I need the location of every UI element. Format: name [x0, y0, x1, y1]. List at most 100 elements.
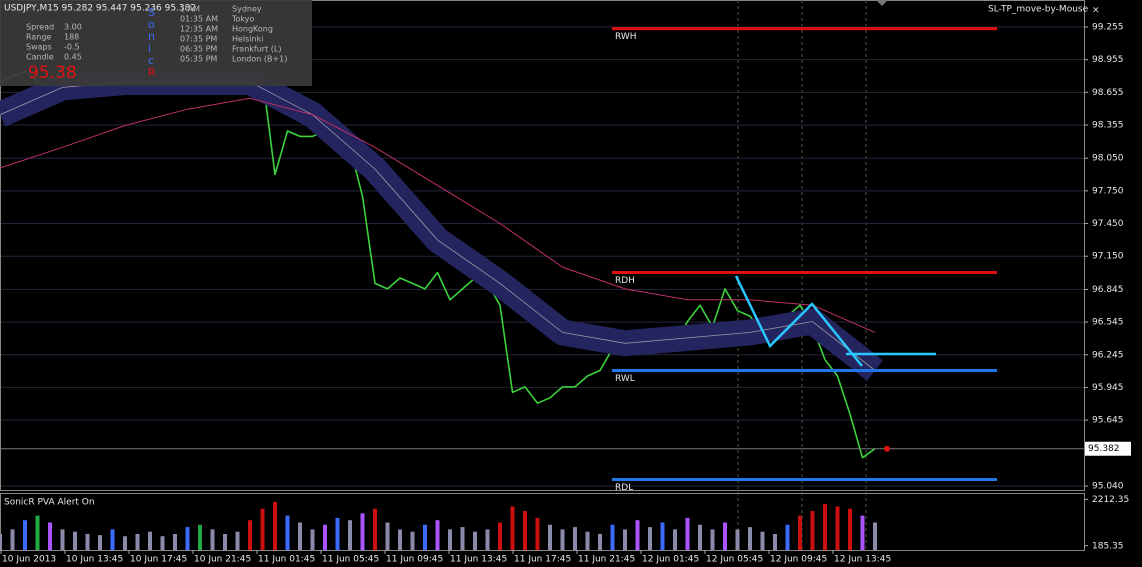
volume-bar — [548, 524, 552, 550]
volume-bar — [573, 527, 577, 550]
y-tick-label: 98.955 — [1092, 55, 1124, 65]
info-panel — [0, 0, 312, 86]
y-tick-label: 97.150 — [1092, 252, 1124, 262]
volume-bar — [523, 511, 527, 550]
volume-bar — [35, 515, 40, 550]
volume-bar — [823, 504, 827, 550]
volume-bar — [348, 520, 352, 550]
volume-bar — [385, 522, 390, 550]
x-tick-label: 11 Jun 17:45 — [514, 555, 571, 565]
session-time: 01:35 AM — [180, 15, 218, 24]
volume-bar — [785, 524, 790, 550]
stat-value: -0.5 — [64, 43, 80, 52]
volume-bar — [73, 531, 77, 550]
x-tick-label: 10 Jun 13:45 — [66, 555, 123, 565]
y-tick-label: 97.450 — [1092, 219, 1124, 229]
trend-drawing[interactable] — [734, 275, 863, 367]
panel-letter: o — [148, 18, 155, 31]
volume-bar — [248, 520, 252, 550]
volume-bar — [185, 527, 190, 550]
volume-bar — [223, 533, 227, 550]
volume-bar — [448, 529, 452, 550]
volume-bar — [485, 529, 490, 550]
volume-bar — [873, 522, 877, 550]
volume-bar — [685, 517, 690, 550]
volume-bar — [0, 533, 2, 550]
volume-bar — [748, 527, 752, 550]
volume-bar — [260, 508, 265, 550]
volume-bar — [210, 529, 215, 550]
volume-frame — [0, 493, 1085, 551]
panel-letter: S — [148, 6, 155, 19]
x-tick-label: 11 Jun 01:45 — [258, 555, 315, 565]
level-label: RWH — [615, 32, 637, 42]
volume-bar — [198, 524, 202, 550]
y-tick-label: 99.255 — [1092, 23, 1124, 33]
session-city: Frankfurt (L) — [232, 45, 281, 54]
volume-bar — [298, 522, 302, 550]
volume-bar — [660, 522, 665, 550]
volume-bar — [623, 529, 627, 550]
volume-bar — [585, 531, 590, 550]
volume-bar — [798, 515, 802, 550]
volume-bar — [235, 531, 240, 550]
session-time: 07:35 PM — [180, 35, 217, 44]
stat-label: Spread — [26, 23, 54, 32]
series-ma — [0, 97, 876, 333]
volume-bar — [335, 517, 340, 550]
y-tick-label: 96.245 — [1092, 350, 1124, 360]
y-tick-label: 97.750 — [1092, 186, 1124, 196]
stat-value: 0.45 — [64, 53, 82, 62]
volume-bar — [723, 522, 727, 550]
volume-bar — [848, 508, 852, 550]
volume-bar — [598, 533, 602, 550]
x-tick-label: 10 Jun 17:45 — [130, 555, 187, 565]
volume-bar — [98, 535, 102, 550]
y-tick-label: 95.945 — [1092, 383, 1124, 393]
volume-bar — [560, 529, 565, 550]
volume-bar — [110, 529, 115, 550]
stat-label: Candle — [26, 53, 54, 62]
volume-bar — [610, 524, 615, 550]
session-city: Sydney — [232, 5, 262, 14]
volume-bar — [85, 533, 90, 550]
volume-bar — [23, 520, 27, 550]
volume-bar — [710, 529, 715, 550]
stat-value: 188 — [64, 33, 79, 42]
volume-bar — [698, 524, 702, 550]
session-time: 12:35 AM — [180, 25, 218, 34]
level-label: RWL — [615, 374, 635, 384]
x-tick-label: 11 Jun 21:45 — [578, 555, 635, 565]
x-tick-label: 11 Jun 13:45 — [450, 555, 507, 565]
volume-bar — [135, 533, 140, 550]
current-price-box — [1085, 441, 1131, 456]
volume-bar — [423, 524, 427, 550]
volume-bar — [735, 529, 740, 550]
y-tick-label: 98.050 — [1092, 154, 1124, 164]
x-tick-label: 12 Jun 01:45 — [642, 555, 699, 565]
close-button[interactable]: × — [1092, 6, 1100, 16]
session-time: 06:35 PM — [180, 45, 217, 54]
y-tick-label: 95.645 — [1092, 416, 1124, 426]
panel-letter: n — [148, 30, 155, 43]
volume-bar — [123, 536, 127, 550]
volume-bar — [148, 531, 152, 550]
volume-bar — [160, 536, 165, 550]
indicator-name: SL-TP_move-by-Mouse — [988, 5, 1089, 15]
volume-bar — [835, 506, 840, 550]
x-tick-label: 12 Jun 05:45 — [706, 555, 763, 565]
volume-title: SonicR PVA Alert On — [4, 498, 95, 508]
volume-bar — [323, 524, 327, 550]
x-tick-label: 10 Jun 2013 — [2, 555, 56, 565]
symbol-header: USDJPY,M15 95.282 95.447 95.236 95.382 — [4, 4, 196, 14]
volume-bar — [635, 520, 640, 550]
volume-tick-label: 2212.35 — [1092, 495, 1129, 505]
panel-letter: R — [148, 66, 156, 79]
x-tick-label: 11 Jun 09:45 — [386, 555, 443, 565]
panel-letter: c — [148, 54, 154, 67]
shift-marker — [876, 0, 888, 6]
volume-bar — [10, 529, 15, 550]
x-tick-label: 10 Jun 21:45 — [194, 555, 251, 565]
